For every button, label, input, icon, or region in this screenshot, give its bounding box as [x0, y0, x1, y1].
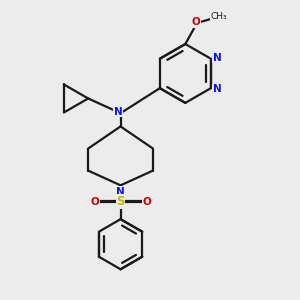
Text: N: N — [116, 187, 125, 197]
Text: N: N — [213, 52, 222, 62]
Text: CH₃: CH₃ — [210, 12, 227, 21]
Text: N: N — [213, 84, 222, 94]
Text: N: N — [114, 107, 123, 117]
Text: O: O — [142, 196, 151, 206]
Text: O: O — [90, 196, 99, 206]
Text: O: O — [191, 17, 200, 27]
Text: S: S — [116, 195, 125, 208]
